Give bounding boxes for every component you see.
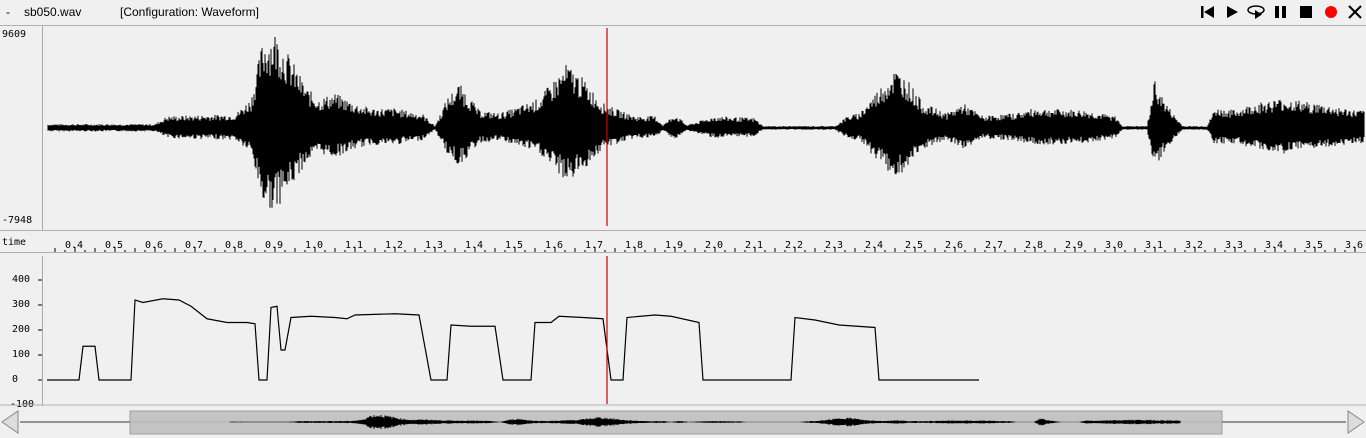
play-icon[interactable] [1222,3,1242,21]
time-tick-label: 1.2 [385,240,404,251]
time-tick-label: 2.5 [905,240,924,251]
time-tick-label: 2.6 [945,240,964,251]
waveform-trace [47,37,1365,208]
window-menu-icon[interactable]: - [6,5,10,19]
pitch-tick-label: 0 [12,374,19,385]
waveform-max-label: 9609 [2,29,27,40]
time-tick-label: 0.4 [65,240,84,251]
time-tick-label: 2.8 [1025,240,1044,251]
time-tick-label: 2.9 [1065,240,1084,251]
time-tick-label: 2.7 [985,240,1004,251]
stop-icon[interactable] [1296,3,1316,21]
time-axis-label: time [2,237,27,248]
pitch-axis [42,256,43,406]
time-tick-label: 0.8 [225,240,244,251]
configuration-label: [Configuration: Waveform] [120,5,259,19]
pitch-tick-label: 300 [12,299,31,310]
time-tick-label: 3.3 [1225,240,1244,251]
time-tick-label: 1.9 [665,240,684,251]
time-tick-label: 1.8 [625,240,644,251]
play-selection-icon[interactable] [1246,3,1266,21]
time-tick-label: 0.7 [185,240,204,251]
time-tick-label: 2.2 [785,240,804,251]
time-tick-label: 2.3 [825,240,844,251]
time-tick-label: 1.3 [425,240,444,251]
waveform-axis [42,26,43,230]
file-name: sb050.wav [24,5,82,19]
pitch-tick-label: 200 [12,324,31,335]
time-tick-label: 3.4 [1265,240,1284,251]
time-tick-label: 2.1 [745,240,764,251]
scroll-right-arrow [1347,410,1365,434]
close-icon[interactable] [1345,3,1365,21]
time-tick-label: 3.0 [1105,240,1124,251]
pitch-tick-label: 100 [12,349,31,360]
time-tick-label: 2.0 [705,240,724,251]
pause-icon[interactable] [1271,3,1291,21]
time-tick-label: 1.1 [345,240,364,251]
separator [0,230,1366,231]
time-tick-label: 3.6 [1345,240,1364,251]
separator [0,25,1366,26]
time-tick-label: 1.0 [305,240,324,251]
overview-waveform [229,415,1181,429]
waveform-min-label: -7948 [2,215,33,226]
title-bar: - sb050.wav [Configuration: Waveform] [0,0,1366,24]
time-tick-label: 1.7 [585,240,604,251]
scroll-left-arrow [1,410,19,434]
time-tick-label: 1.6 [545,240,564,251]
pitch-tick-label: 400 [12,274,31,285]
time-tick-label: 3.1 [1145,240,1164,251]
time-tick-label: 1.4 [465,240,484,251]
separator [0,252,1366,253]
time-tick-label: 1.5 [505,240,524,251]
time-tick-label: 3.5 [1305,240,1324,251]
pitch-contour [47,298,979,381]
skip-to-start-icon[interactable] [1198,3,1218,21]
time-tick-label: 3.2 [1185,240,1204,251]
time-tick-label: 2.4 [865,240,884,251]
record-icon[interactable] [1321,3,1341,21]
time-tick-label: 0.9 [265,240,284,251]
time-tick-label: 0.6 [145,240,164,251]
time-tick-label: 0.5 [105,240,124,251]
